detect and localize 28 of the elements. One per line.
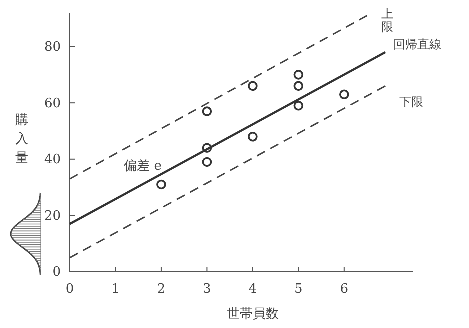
y-axis-title: 購入量: [16, 113, 28, 166]
point: [202, 157, 212, 168]
point: [202, 106, 212, 116]
point: [294, 101, 304, 111]
point: [294, 81, 304, 92]
x-tick-label: 3: [203, 282, 212, 298]
y-tick-label: 40: [44, 152, 61, 168]
point: [340, 90, 350, 100]
point: [248, 132, 258, 142]
annotation: 偏差 e: [124, 159, 162, 174]
x-tick-label: 4: [248, 282, 258, 298]
series-label: 下限: [400, 95, 424, 110]
x-axis-title: 世帯員数: [226, 307, 279, 322]
point: [248, 81, 258, 92]
x-tick-label: 0: [66, 282, 74, 298]
series-label: 上限: [381, 6, 394, 34]
point: [156, 180, 166, 190]
y-tick-label: 0: [52, 265, 61, 280]
x-tick-label: 6: [340, 282, 349, 298]
y-tick-label: 80: [44, 40, 61, 55]
y-tick-label: 60: [44, 96, 61, 112]
point: [294, 70, 304, 80]
point: [202, 143, 212, 154]
series-label: 回帰直線: [394, 37, 442, 52]
x-tick-label: 2: [157, 282, 166, 298]
x-tick-label: 5: [294, 282, 303, 298]
y-tick-label: 20: [44, 208, 61, 224]
x-tick-label: 1: [112, 282, 120, 298]
